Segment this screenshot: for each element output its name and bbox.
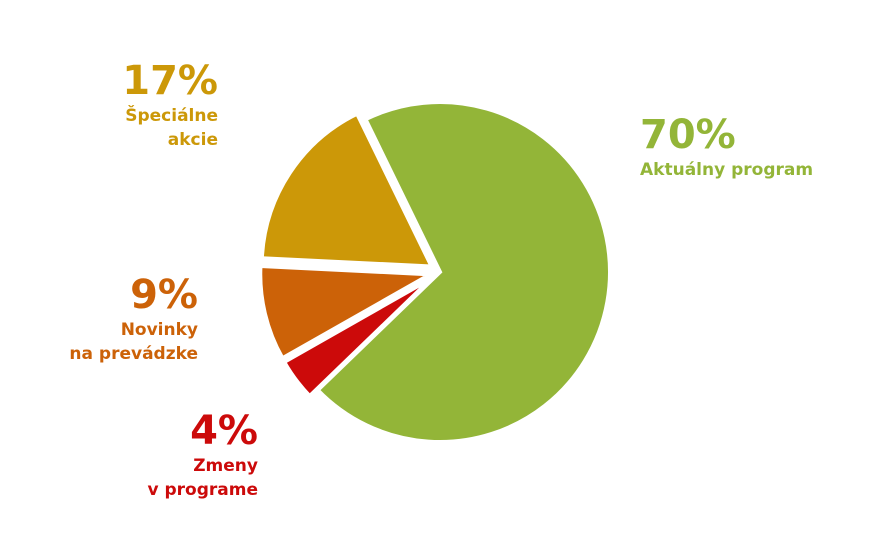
value-label: 70% [640,112,736,158]
category-label: Aktuálny program [640,160,814,180]
value-label: 9% [130,272,198,318]
value-label: 4% [190,408,258,454]
pie-slice [281,276,434,399]
pie-slice [314,100,612,444]
value-label: 17% [122,58,218,104]
category-label: Špeciálne akcie [125,106,218,150]
slice-label: 70% Aktuálny program [640,112,813,182]
pie-slice [258,263,438,362]
slice-label: 4% Zmeny v programe [148,408,259,502]
slice-label: 17% Špeciálne akcie [122,58,218,152]
category-label: Novinky na prevádzke [69,320,198,364]
pie-slice [259,111,435,269]
category-label: Zmeny v programe [147,456,259,500]
slice-label: 9% Novinky na prevádzke [69,272,198,366]
